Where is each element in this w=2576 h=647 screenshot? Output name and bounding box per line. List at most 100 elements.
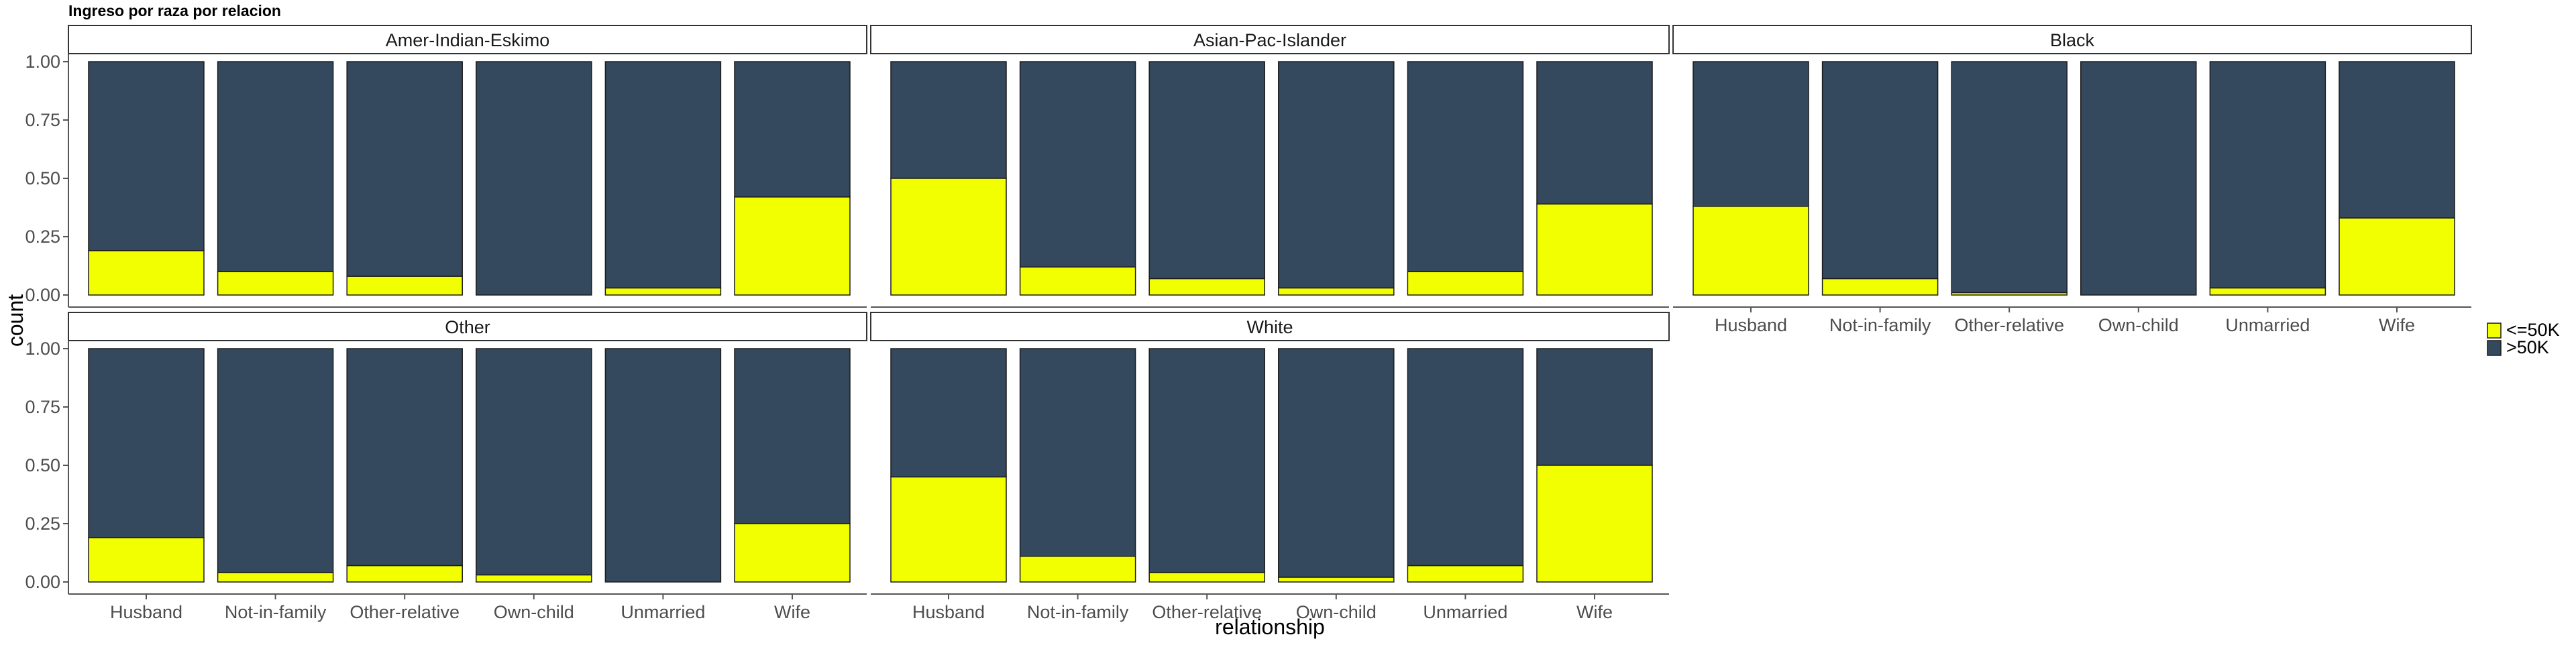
facet-panel: Black Husband Not-in-family Other-relative O… — [1672, 25, 2472, 335]
facets-layer: Amer-Indian-Eskimo 0.00 0.25 0.50 0.75 1.00 As… — [25, 25, 2472, 622]
bar-segment-high — [1278, 348, 1395, 578]
x-tick-label: Not-in-family — [1027, 602, 1129, 622]
bar-segment-low — [734, 523, 851, 583]
bar-segment-low — [890, 178, 1007, 296]
bar-segment-high — [1536, 348, 1653, 466]
bar-segment-low — [476, 574, 592, 583]
y-tick-label: 0.00 — [25, 572, 60, 592]
bar-segment-high — [1148, 348, 1265, 573]
bar-segment-low — [890, 476, 1007, 583]
bar-segment-high — [890, 61, 1007, 179]
bar-segment-low — [1278, 577, 1395, 583]
bar-segment-high — [734, 61, 851, 198]
bar-segment-high — [1019, 61, 1136, 268]
x-tick-label: Unmarried — [621, 602, 705, 622]
y-tick-label: 0.75 — [25, 397, 60, 417]
bar-segment-low — [2339, 217, 2455, 296]
facet-panel: Other 0.00 0.25 0.50 0.75 1.00 Husband Not-in-f… — [25, 312, 867, 622]
x-tick-label: Unmarried — [2225, 315, 2310, 335]
bar-segment-high — [88, 61, 205, 251]
bar-segment-low — [217, 572, 334, 583]
x-tick-label: Own-child — [1296, 602, 1377, 622]
facet-strip — [68, 312, 867, 341]
bar-segment-high — [1148, 61, 1265, 280]
x-tick-label: Not-in-family — [1829, 315, 1931, 335]
bar-segment-low — [1536, 465, 1653, 583]
bar-segment-high — [88, 348, 205, 538]
bar-segment-high — [1693, 61, 1809, 207]
y-tick-label: 0.00 — [25, 285, 60, 305]
y-tick-label: 0.50 — [25, 455, 60, 475]
facet-strip-label: White — [1246, 317, 1293, 337]
bar-segment-high — [346, 348, 463, 567]
bar-segment-high — [2209, 61, 2326, 289]
bar-segment-low — [1019, 555, 1136, 583]
bar-segment-high — [1536, 61, 1653, 205]
bar-segment-high — [1951, 61, 2068, 294]
x-tick-label: Wife — [774, 602, 810, 622]
bar-segment-low — [1536, 203, 1653, 296]
facet-strip-label: Black — [2050, 30, 2095, 50]
bar-segment-low — [1148, 278, 1265, 296]
y-tick-label: 0.50 — [25, 168, 60, 188]
y-tick-label: 0.25 — [25, 227, 60, 247]
bar-segment-high — [217, 348, 334, 573]
x-tick-label: Wife — [1576, 602, 1613, 622]
bar-segment-low — [217, 271, 334, 296]
bar-segment-high — [1821, 61, 1939, 280]
bar-segment-low — [88, 250, 205, 296]
bar-segment-high — [346, 61, 463, 277]
facet-panel: White Husband Not-in-family Other-relative O… — [870, 312, 1670, 622]
y-tick-label: 0.75 — [25, 110, 60, 130]
facet-strip — [870, 25, 1670, 54]
bar-segment-high — [217, 61, 334, 272]
chart-title: Ingreso por raza por relacion — [68, 2, 281, 19]
bar-segment-low — [1278, 287, 1395, 296]
bar-segment-high — [1407, 348, 1524, 567]
y-tick-label: 1.00 — [25, 52, 60, 72]
facet-strip-label: Other — [445, 317, 490, 337]
facet-strip — [68, 25, 867, 54]
y-tick-label: 0.25 — [25, 514, 60, 534]
bar-segment-low — [734, 196, 851, 296]
bar-segment-low — [1407, 565, 1524, 583]
legend-label: >50K — [2506, 337, 2549, 357]
bar-segment-high — [2080, 61, 2197, 296]
bar-segment-low — [1951, 292, 2068, 296]
legend: <=50K>50K — [2487, 320, 2560, 357]
bar-segment-low — [1693, 206, 1809, 296]
x-tick-label: Husband — [110, 602, 182, 622]
bar-segment-low — [604, 287, 722, 296]
bar-segment-high — [890, 348, 1007, 478]
bar-segment-low — [2209, 287, 2326, 296]
legend-label: <=50K — [2506, 320, 2560, 340]
bar-segment-low — [1821, 278, 1939, 296]
x-tick-label: Other-relative — [350, 602, 460, 622]
x-tick-label: Not-in-family — [225, 602, 327, 622]
facet-panel: Amer-Indian-Eskimo 0.00 0.25 0.50 0.75 1.00 — [25, 25, 867, 308]
bar-segment-high — [604, 61, 722, 289]
bar-segment-high — [1278, 61, 1395, 289]
bar-segment-low — [346, 276, 463, 296]
bar-segment-high — [734, 348, 851, 524]
bar-segment-low — [88, 537, 205, 583]
facet-strip — [1672, 25, 2472, 54]
facet-strip-label: Amer-Indian-Eskimo — [386, 30, 550, 50]
bar-segment-high — [1407, 61, 1524, 272]
x-tick-label: Own-child — [2098, 315, 2179, 335]
bar-segment-low — [1407, 271, 1524, 296]
x-tick-label: Husband — [1715, 315, 1787, 335]
bar-segment-high — [476, 348, 592, 576]
x-axis-label: relationship — [1215, 615, 1325, 639]
x-tick-label: Other-relative — [1152, 602, 1262, 622]
x-tick-label: Other-relative — [1954, 315, 2064, 335]
bar-segment-low — [346, 565, 463, 583]
facet-strip — [870, 312, 1670, 341]
x-tick-label: Wife — [2379, 315, 2415, 335]
bar-segment-high — [2339, 61, 2455, 219]
legend-swatch — [2487, 340, 2502, 356]
y-axis-label: count — [3, 294, 28, 347]
y-tick-label: 1.00 — [25, 339, 60, 359]
